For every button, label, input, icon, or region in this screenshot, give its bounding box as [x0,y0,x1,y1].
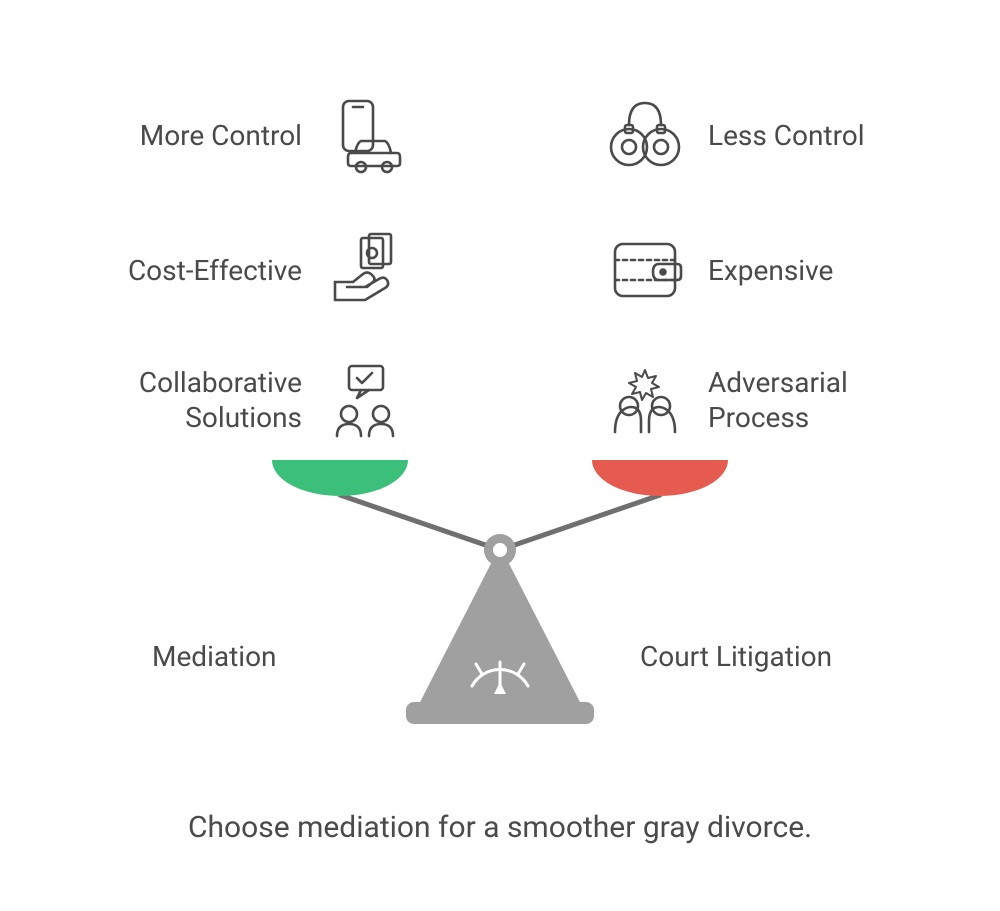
left-row-3: Collaborative Solutions [0,355,410,445]
wallet-icon [600,225,690,315]
right-label-1: Less Control [708,118,865,153]
right-row-2: Expensive [600,225,980,315]
left-title: Mediation [152,640,277,673]
people-conflict-icon [600,355,690,445]
right-label-3: Adversarial Process [708,365,848,435]
phone-car-icon [320,90,410,180]
left-label-1: More Control [140,118,302,153]
left-row-2: Cost-Effective [0,225,410,315]
balance-scale-icon [230,450,770,750]
infographic-container: More Control Cost-Effective [0,0,1000,911]
right-row-3: Adversarial Process [600,355,980,445]
right-row-1: Less Control [600,90,980,180]
left-row-1: More Control [0,90,410,180]
left-label-2: Cost-Effective [128,253,302,288]
hand-money-icon [320,225,410,315]
right-label-2: Expensive [708,253,833,288]
caption-text: Choose mediation for a smoother gray div… [0,810,1000,845]
people-check-icon [320,355,410,445]
left-label-3: Collaborative Solutions [139,365,302,435]
handcuffs-icon [600,90,690,180]
right-title: Court Litigation [640,640,832,673]
